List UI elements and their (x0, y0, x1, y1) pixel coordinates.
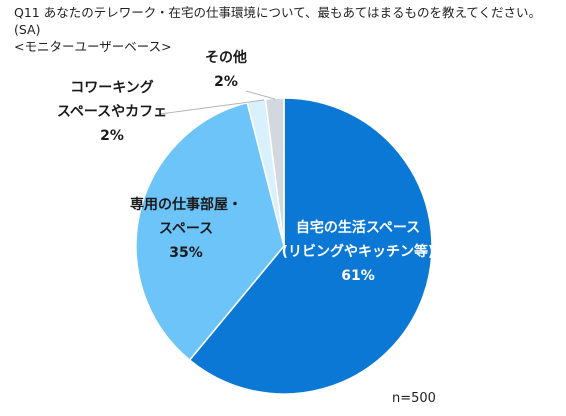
slice-label-2-line-1: 専用の仕事部屋・ (130, 196, 242, 213)
slice-label-4: その他 2% (205, 49, 247, 90)
pie-slice-4 (264, 97, 285, 247)
slice-label-2-line-2: スペース (159, 221, 213, 237)
slice-label-2-line-3: 35% (169, 245, 203, 261)
leader-line-4 (245, 90, 276, 100)
slice-label-3-line-3: 2% (100, 128, 124, 144)
chart-subtitle: <モニターユーザーベース> (14, 39, 172, 54)
sample-size-label: n=500 (392, 391, 436, 406)
pie-slice-2 (135, 101, 285, 362)
slice-label-3-line-2: スペースやカフェ (57, 104, 167, 120)
slice-label-4-line-1: その他 (205, 49, 247, 66)
slice-label-2: 専用の仕事部屋・スペース 35% (130, 196, 242, 261)
slice-label-1-line-1: 自宅の生活スペース (296, 219, 420, 236)
chart-title-block: Q11 あなたのテレワーク・在宅の仕事環境について、最もあてはまるものを教えてく… (14, 4, 554, 55)
slice-label-3-line-1: コワーキング (70, 79, 154, 96)
leader-line-3 (159, 99, 265, 115)
slice-label-3: コワーキングスペースやカフェ 2% (57, 79, 167, 144)
pie-slice-1 (188, 97, 433, 395)
slice-label-1-line-3: 61% (341, 268, 375, 284)
slice-label-1-line-2: (リビングやキッチン等) (282, 243, 435, 260)
slice-label-1: 自宅の生活スペース (リビングやキッチン等) 61% (282, 219, 435, 284)
slice-label-4-line-2: 2% (214, 74, 238, 90)
chart-title: Q11 あなたのテレワーク・在宅の仕事環境について、最もあてはまるものを教えてく… (14, 5, 541, 37)
